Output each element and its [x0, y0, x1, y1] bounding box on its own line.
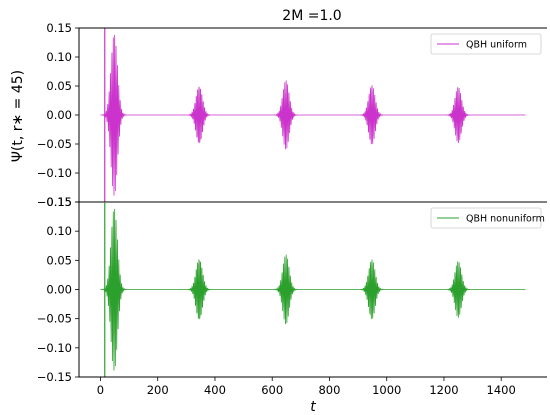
x-tick-label: 0	[97, 383, 104, 397]
y-axis-label: Ψ(t, r∗ = 45)	[10, 70, 26, 162]
y-tick-label: −0.05	[37, 137, 72, 151]
y-tick-label: 0.15	[46, 195, 72, 209]
x-tick-label: 1400	[487, 383, 516, 397]
y-tick-label: −0.10	[37, 341, 72, 355]
y-tick-label: 0.10	[46, 224, 72, 238]
y-tick-label: 0.05	[46, 79, 72, 93]
y-tick-label: −0.10	[37, 166, 72, 180]
legend-label: QBH uniform	[466, 40, 527, 51]
x-tick-label: 1000	[372, 383, 401, 397]
y-tick-label: −0.05	[37, 312, 72, 326]
series-qbh-nonuniform	[100, 202, 526, 377]
series-line	[100, 34, 526, 196]
top-panel: −0.15 −0.10 −0.05 0.00 0.05 0.10 0.15 QBH unif…	[37, 21, 547, 209]
bottom-panel: −0.15 −0.10 −0.05 0.00 0.05 0.10 0.15 0 200 400 60…	[37, 195, 547, 397]
x-tick-label: 800	[318, 383, 340, 397]
x-axis-label: t	[310, 399, 316, 415]
legend-top: QBH uniform	[430, 33, 542, 55]
y-tick-label: 0.00	[46, 283, 72, 297]
legend-label: QBH nonuniform	[466, 214, 545, 225]
chart-title: 2M =1.0	[282, 8, 341, 24]
x-tick-label: 400	[204, 383, 226, 397]
y-tick-label: 0.15	[46, 21, 72, 35]
top-panel-axes: −0.15 −0.10 −0.05 0.00 0.05 0.10 0.15	[37, 21, 547, 209]
y-tick-label: −0.15	[37, 370, 72, 384]
series-line	[100, 208, 526, 371]
series-qbh-uniform	[100, 28, 526, 202]
bottom-panel-axes: −0.15 −0.10 −0.05 0.00 0.05 0.10 0.15 0 200 400 60…	[37, 195, 547, 397]
legend-box	[430, 207, 542, 229]
y-tick-label: −0.15	[37, 195, 72, 209]
x-tick-label: 1200	[429, 383, 458, 397]
y-tick-label: 0.10	[46, 50, 72, 64]
legend-bottom: QBH nonuniform	[430, 207, 545, 229]
y-tick-label: 0.05	[46, 253, 72, 267]
y-tick-label: 0.00	[46, 108, 72, 122]
x-tick-label: 200	[147, 383, 169, 397]
legend-box	[430, 33, 542, 55]
x-tick-label: 600	[261, 383, 283, 397]
